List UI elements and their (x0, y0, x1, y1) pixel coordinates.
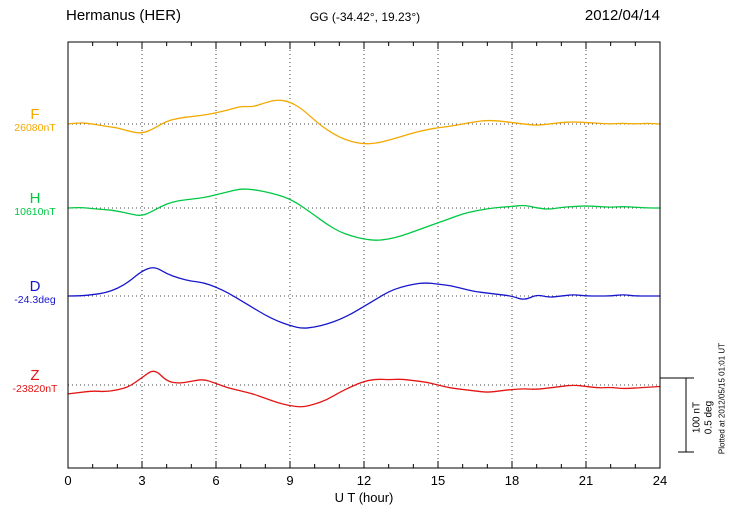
trace-D (67, 267, 661, 329)
x-tick-label: 3 (138, 473, 146, 488)
plot-border (67, 41, 661, 469)
trace-F (67, 99, 661, 145)
x-tick-label: 12 (356, 473, 372, 488)
series-letter-D: D (29, 278, 41, 295)
station-title: Hermanus (HER) (66, 7, 182, 24)
trace-H (67, 188, 661, 241)
x-tick-label: 0 (64, 473, 72, 488)
x-tick-label: 9 (286, 473, 294, 488)
plotted-at-note: Plotted at 2012/05/15 01:01 UT (717, 342, 727, 455)
series-letter-Z: Z (30, 367, 40, 384)
series-baseline-value-D: -24.3deg (14, 294, 56, 306)
x-tick-label: 15 (430, 473, 446, 488)
series-baseline-value-H: 10610nT (14, 206, 56, 218)
geo-coordinates: GG (-34.42°, 19.23°) (309, 10, 421, 24)
series-letter-F: F (30, 106, 40, 123)
x-tick-label: 21 (578, 473, 594, 488)
x-tick-label: 6 (212, 473, 220, 488)
series-baseline-value-Z: -23820nT (12, 383, 58, 395)
series-label-D: D -24.3deg (6, 279, 64, 306)
scale-bar-nt-label: 100 nT (691, 401, 703, 434)
trace-Z (67, 370, 661, 408)
x-axis-label: U T (hour) (334, 490, 394, 505)
series-label-F: F 26080nT (6, 107, 64, 134)
x-tick-label: 18 (504, 473, 520, 488)
series-baseline-value-F: 26080nT (14, 122, 56, 134)
scale-bar-deg-label: 0.5 deg (703, 400, 715, 435)
series-label-Z: Z -23820nT (6, 368, 64, 395)
x-tick-label: 24 (652, 473, 668, 488)
series-letter-H: H (29, 190, 41, 207)
series-label-H: H 10610nT (6, 191, 64, 218)
plot-date: 2012/04/14 (584, 7, 660, 24)
